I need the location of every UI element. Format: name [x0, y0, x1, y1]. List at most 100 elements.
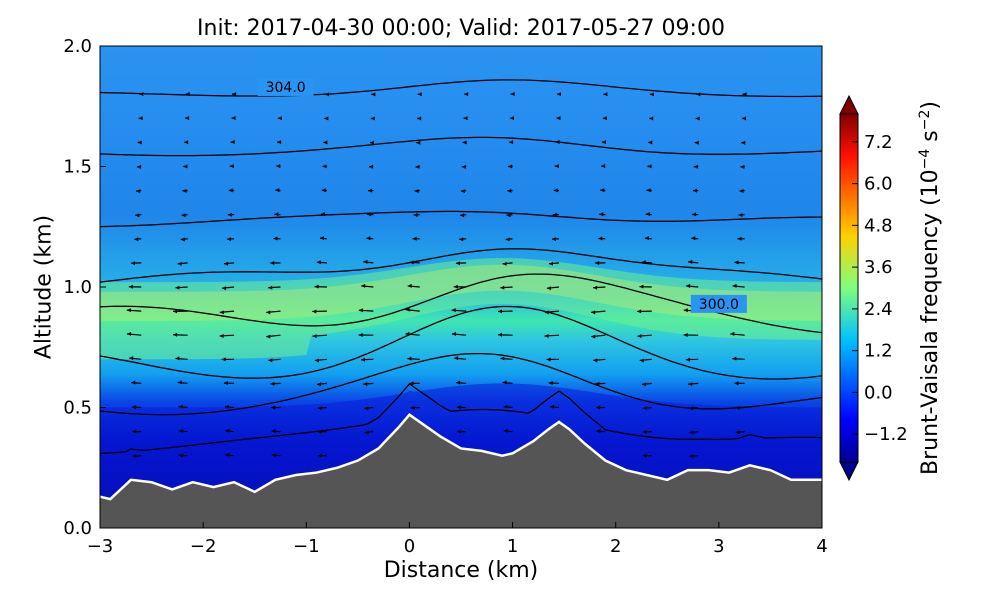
- wind-arrowhead: [510, 116, 515, 121]
- wind-arrowhead: [132, 429, 137, 434]
- wind-arrowhead: [639, 358, 644, 363]
- wind-arrowhead: [647, 164, 652, 169]
- wind-arrowhead: [324, 92, 329, 97]
- wind-arrowhead: [323, 140, 328, 145]
- contour-label: 300.0: [699, 297, 739, 313]
- wind-arrowhead: [139, 92, 144, 97]
- wind-arrowhead: [274, 212, 279, 217]
- wind-arrowhead: [732, 356, 737, 361]
- y-axis-ticks: 0.0 0.5 1.0 1.5 2.0: [63, 36, 106, 539]
- wind-arrowhead: [232, 92, 237, 97]
- wind-arrowhead: [732, 283, 737, 288]
- wind-arrowhead: [277, 140, 282, 145]
- wind-arrowhead: [735, 430, 740, 435]
- plot-area: −3 −2 −1 0 1 2 3 4 0.0 0.5 1.0 1.5 2.0 304.0 300.0: [63, 36, 827, 557]
- wind-arrowhead: [363, 259, 368, 264]
- wind-arrowhead: [132, 454, 137, 459]
- wind-arrowhead: [275, 188, 280, 193]
- wind-vectors: [126, 92, 747, 459]
- wind-arrowhead: [364, 406, 369, 411]
- wind-arrowhead: [548, 381, 553, 386]
- wind-arrowhead: [131, 261, 136, 266]
- wind-arrowhead: [317, 406, 322, 411]
- wind-arrowhead: [457, 429, 462, 434]
- wind-arrowhead: [696, 92, 701, 97]
- wind-arrowhead: [686, 283, 691, 288]
- wind-arrowhead: [641, 260, 646, 265]
- wind-arrowhead: [739, 189, 744, 194]
- terrain-fill: [100, 414, 822, 528]
- colorbar-tick-label: 3.6: [864, 257, 893, 278]
- wind-arrowhead: [691, 236, 696, 241]
- wind-arrowhead: [734, 260, 739, 265]
- colorbar: 7.2 6.0 4.8 3.6 2.4 1.2 0.0 −1.2: [839, 94, 908, 482]
- wind-arrowhead: [178, 404, 183, 409]
- wind-arrowhead: [556, 116, 561, 121]
- contour-line: [100, 79, 822, 98]
- wind-arrowhead: [593, 285, 598, 290]
- colorbar-tick-label: 4.8: [864, 215, 893, 236]
- wind-arrowhead: [273, 236, 278, 241]
- wind-arrowhead: [224, 404, 229, 409]
- wind-arrowhead: [459, 237, 464, 242]
- wind-arrowhead: [320, 236, 325, 241]
- wind-arrowhead: [455, 261, 460, 266]
- wind-arrowhead: [366, 236, 371, 241]
- wind-arrowhead: [734, 381, 739, 386]
- wind-arrowhead: [180, 237, 185, 242]
- y-tick-label: 0.0: [63, 518, 92, 539]
- wind-arrowhead: [360, 357, 365, 362]
- wind-arrowhead: [506, 213, 511, 218]
- x-tick-label: −3: [87, 536, 114, 557]
- wind-arrowhead: [742, 92, 747, 97]
- wind-arrowhead: [641, 382, 646, 387]
- stable-layer-band: [100, 258, 822, 360]
- wind-arrowhead: [138, 116, 143, 121]
- wind-arrowhead: [413, 212, 418, 217]
- wind-arrowhead: [185, 92, 190, 97]
- wind-arrowhead: [508, 164, 513, 169]
- wind-arrowhead: [460, 213, 465, 218]
- wind-arrowhead: [742, 116, 747, 121]
- colorbar-tick-label: 2.4: [864, 299, 893, 320]
- wind-arrowhead: [127, 331, 132, 336]
- colorbar-tick-label: 0.0: [864, 382, 893, 403]
- wind-arrowhead: [370, 116, 375, 121]
- wind-arrowhead: [463, 116, 468, 121]
- wind-arrowhead: [185, 116, 190, 121]
- terrain-outline: [100, 413, 822, 501]
- wind-arrowhead: [129, 356, 134, 361]
- x-tick-label: 3: [713, 536, 724, 557]
- wind-arrowhead: [184, 140, 189, 145]
- wind-arrowhead: [456, 405, 461, 410]
- wind-arrowhead: [324, 116, 329, 121]
- wind-arrowhead: [177, 380, 182, 385]
- wind-arrowhead: [405, 331, 410, 336]
- wind-arrowhead: [461, 164, 466, 169]
- wind-arrowhead: [182, 188, 187, 193]
- wind-arrowhead: [639, 284, 644, 289]
- wind-arrowhead: [505, 237, 510, 242]
- wind-arrowhead: [637, 334, 642, 339]
- wind-arrowhead: [464, 92, 469, 97]
- wind-arrowhead: [266, 310, 271, 315]
- wind-arrowhead: [509, 140, 514, 145]
- wind-arrowhead: [683, 308, 688, 313]
- wind-arrowhead: [409, 381, 414, 386]
- wind-arrowhead: [738, 212, 743, 217]
- wind-arrowhead: [268, 358, 273, 363]
- stable-layer-core: [100, 264, 822, 321]
- wind-arrowhead: [222, 286, 227, 291]
- wind-arrowhead: [645, 212, 650, 217]
- wind-arrowhead: [173, 309, 178, 314]
- wind-arrowhead: [644, 236, 649, 241]
- wind-arrowhead: [277, 116, 282, 121]
- wind-arrowhead: [502, 261, 507, 266]
- wind-arrowhead: [740, 164, 745, 169]
- wind-arrowhead: [692, 212, 697, 217]
- colorbar-min-extend: [839, 461, 859, 482]
- wind-arrowhead: [688, 259, 693, 264]
- x-tick-label: 0: [404, 536, 415, 557]
- colorbar-tick-label: 6.0: [864, 174, 893, 195]
- wind-arrowhead: [503, 428, 508, 433]
